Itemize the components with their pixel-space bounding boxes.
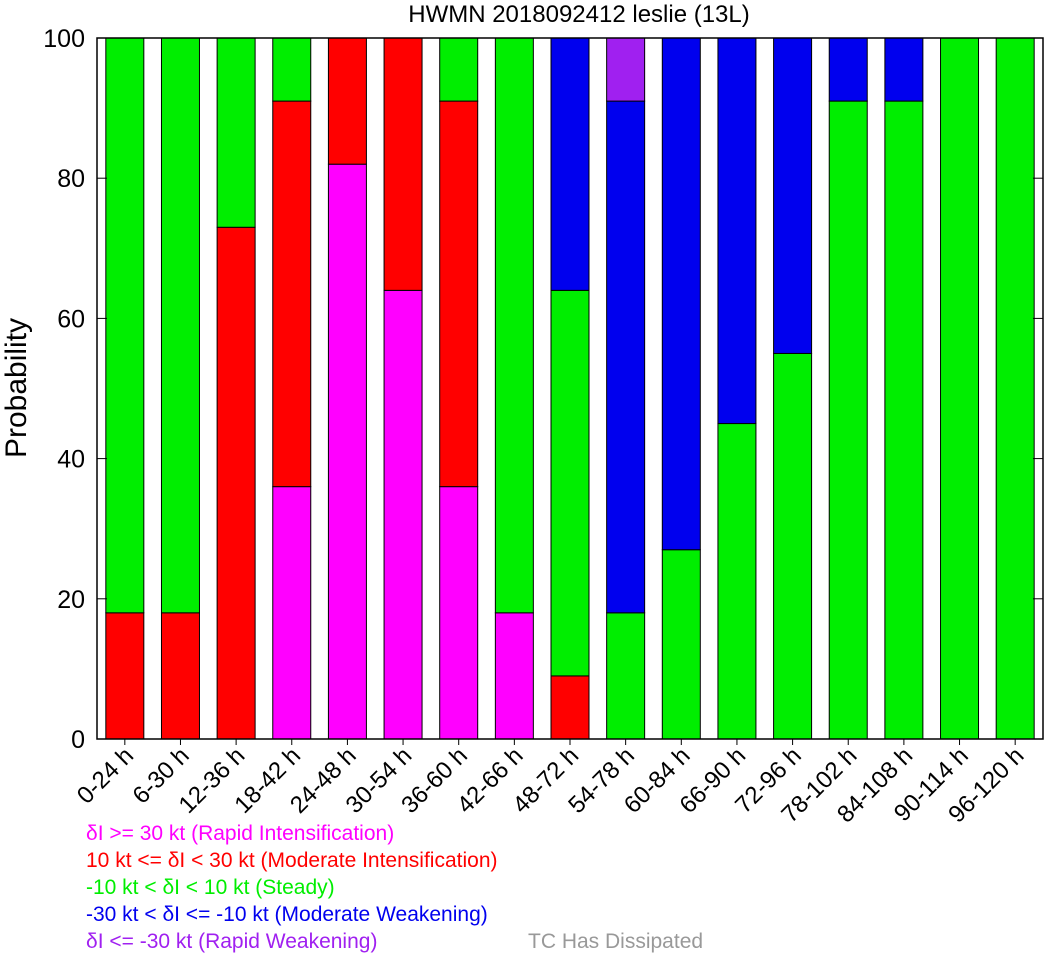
bar-moderate-intensification-30-54-h: [383, 37, 423, 291]
plot-frame: [96, 37, 1044, 740]
y-tick-label: 100: [43, 25, 85, 53]
bar-moderate-intensification-48-72-h: [550, 675, 590, 740]
bar-moderate-weakening-72-96-h: [773, 37, 813, 354]
bar-moderate-weakening-48-72-h: [550, 37, 590, 291]
y-tick-label: 60: [57, 305, 85, 333]
y-axis-label: Probability: [0, 318, 33, 458]
legend-item-tc-dissipated: TC Has Dissipated: [528, 930, 704, 953]
bar-moderate-intensification-6-30-h: [160, 612, 200, 740]
bar-moderate-weakening-60-84-h: [661, 37, 701, 551]
bar-moderate-weakening-66-90-h: [717, 37, 757, 425]
bar-steady-90-114-h: [940, 37, 980, 740]
y-tick-label: 0: [71, 726, 85, 754]
bar-steady-36-60-h: [439, 37, 479, 102]
bar-moderate-weakening-78-102-h: [828, 37, 868, 102]
bar-steady-84-108-h: [884, 100, 924, 740]
legend-item-moderate-intensification: 10 kt <= δI < 30 kt (Moderate Intensific…: [86, 849, 498, 872]
bar-moderate-intensification-36-60-h: [439, 100, 479, 488]
legend-item-rapid-weakening: δI <= -30 kt (Rapid Weakening): [86, 930, 378, 953]
bar-steady-66-90-h: [717, 423, 757, 740]
bar-steady-54-78-h: [606, 612, 646, 740]
bar-steady-6-30-h: [160, 37, 200, 614]
bar-rapid-intensification-42-66-h: [494, 612, 534, 740]
bar-steady-18-42-h: [272, 37, 312, 102]
bar-moderate-weakening-54-78-h: [606, 100, 646, 614]
bar-steady-12-36-h: [216, 37, 256, 228]
bar-steady-48-72-h: [550, 289, 590, 677]
y-tick-label: 40: [57, 446, 85, 474]
bar-rapid-intensification-36-60-h: [439, 486, 479, 740]
chart-title: HWMN 2018092412 leslie (13L): [408, 1, 750, 28]
bar-moderate-intensification-24-48-h: [327, 37, 367, 165]
legend-item-rapid-intensification: δI >= 30 kt (Rapid Intensification): [86, 822, 395, 845]
bar-rapid-intensification-18-42-h: [272, 486, 312, 740]
bar-moderate-weakening-84-108-h: [884, 37, 924, 102]
bar-steady-78-102-h: [828, 100, 868, 740]
bar-rapid-intensification-30-54-h: [383, 289, 423, 740]
y-tick-label: 80: [57, 165, 85, 193]
bar-moderate-intensification-12-36-h: [216, 226, 256, 740]
bar-steady-0-24-h: [105, 37, 145, 614]
bar-steady-60-84-h: [661, 549, 701, 740]
y-tick-label: 20: [57, 586, 85, 614]
bars-group: [105, 37, 1035, 740]
bar-steady-42-66-h: [494, 37, 534, 614]
bar-moderate-intensification-0-24-h: [105, 612, 145, 740]
bar-moderate-intensification-18-42-h: [272, 100, 312, 488]
bar-rapid-weakening-54-78-h: [606, 37, 646, 102]
bar-steady-72-96-h: [773, 352, 813, 740]
bar-rapid-intensification-24-48-h: [327, 163, 367, 740]
legend-item-moderate-weakening: -30 kt < δI <= -10 kt (Moderate Weakenin…: [86, 903, 488, 926]
bar-steady-96-120-h: [995, 37, 1035, 740]
legend: δI >= 30 kt (Rapid Intensification) 10 k…: [86, 820, 498, 955]
legend-item-steady: -10 kt < δI < 10 kt (Steady): [86, 876, 335, 899]
